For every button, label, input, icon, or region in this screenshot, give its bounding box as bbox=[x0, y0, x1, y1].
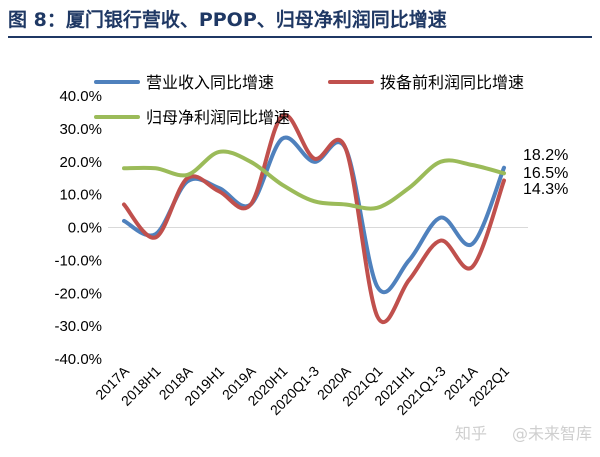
chart-title: 图 8：厦门银行营收、PPOP、归母净利润同比增速 bbox=[8, 9, 447, 31]
watermark-right: @未来智库 bbox=[512, 424, 593, 443]
end-value-label: 14.3% bbox=[523, 181, 568, 198]
y-tick-label: 10.0% bbox=[59, 187, 102, 204]
y-tick-label: -40.0% bbox=[54, 351, 102, 368]
y-tick-label: 30.0% bbox=[59, 121, 102, 138]
end-value-label: 16.5% bbox=[523, 165, 568, 182]
y-tick-label: -30.0% bbox=[54, 318, 102, 335]
y-tick-label: 0.0% bbox=[68, 220, 102, 237]
y-tick-label: 40.0% bbox=[59, 88, 102, 105]
legend-label: 营业收入同比增速 bbox=[146, 73, 274, 92]
end-value-label: 18.2% bbox=[523, 147, 568, 164]
series-line-3 bbox=[122, 149, 506, 211]
y-tick-label: 20.0% bbox=[59, 154, 102, 171]
y-tick-label: -10.0% bbox=[54, 252, 102, 269]
y-tick-label: -20.0% bbox=[54, 285, 102, 302]
legend-label: 拨备前利润同比增速 bbox=[380, 73, 524, 92]
series-line-2 bbox=[122, 112, 506, 325]
title-rule bbox=[8, 36, 592, 38]
legend-label: 归母净利润同比增速 bbox=[146, 108, 290, 127]
watermark-left: 知乎 bbox=[455, 424, 488, 443]
